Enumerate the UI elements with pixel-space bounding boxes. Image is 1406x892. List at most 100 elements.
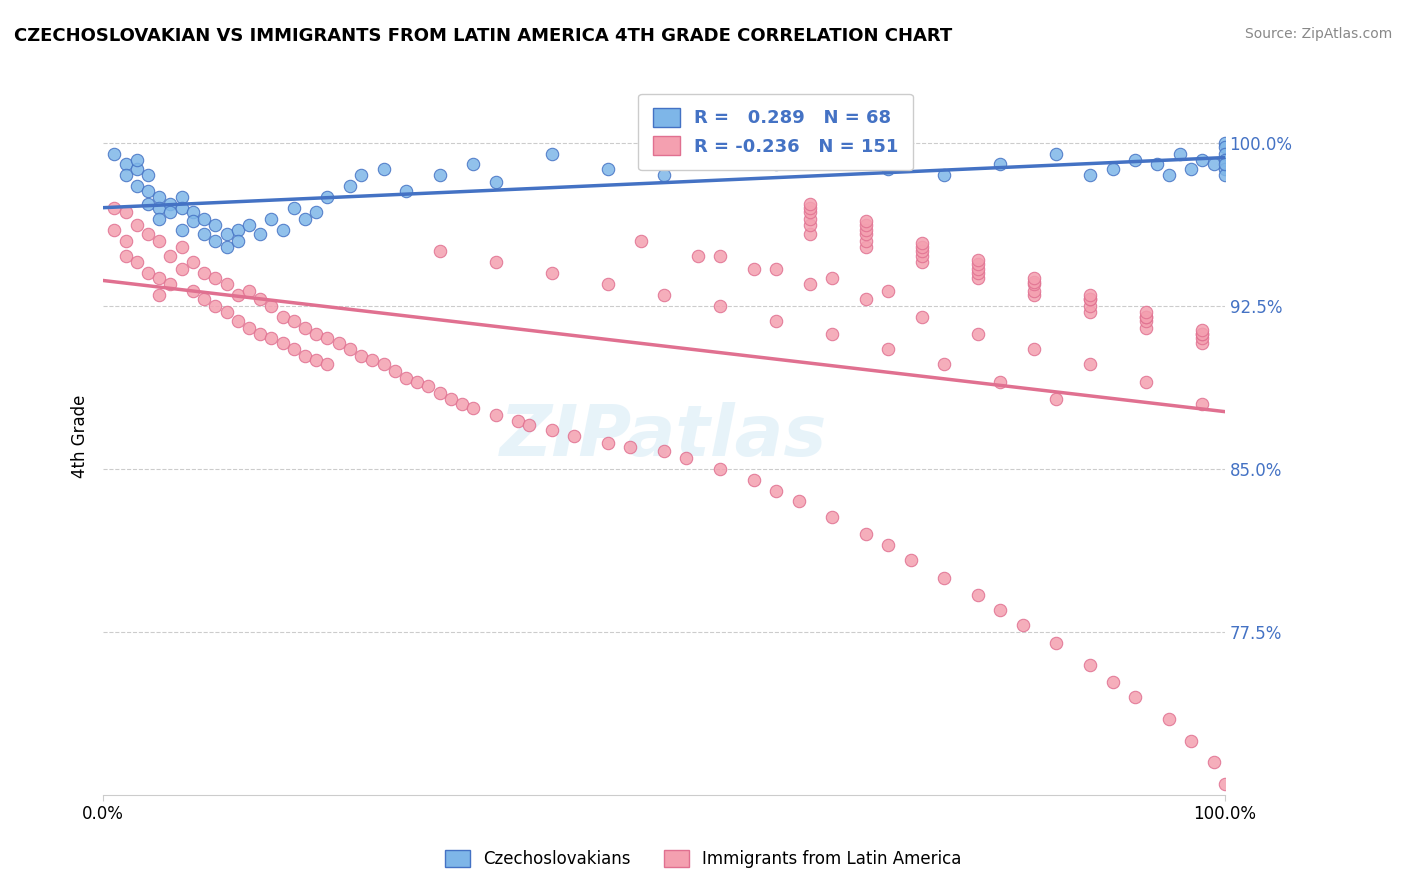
Point (159, 196, 181, 211)
Point (283, 343, 305, 357)
Point (1135, 314, 1157, 328)
Point (181, 255, 204, 269)
Point (652, 288, 675, 302)
Point (316, 358, 339, 372)
Point (1213, 169, 1236, 183)
Point (1213, 777, 1236, 791)
Point (249, 326, 271, 341)
Point (148, 190, 170, 204)
Point (1045, 392, 1067, 407)
Point (686, 249, 709, 263)
Point (181, 284, 204, 298)
Point (1135, 375, 1157, 389)
Point (1191, 335, 1213, 350)
Point (540, 266, 562, 280)
Point (204, 270, 226, 285)
Point (159, 205, 181, 219)
Point (1191, 331, 1213, 345)
Point (395, 184, 418, 198)
Point (596, 161, 619, 176)
Point (1213, 157, 1236, 171)
Point (148, 234, 170, 248)
Point (877, 538, 900, 552)
Point (652, 444, 675, 458)
Point (103, 201, 125, 215)
Point (1101, 675, 1123, 690)
Point (328, 335, 350, 350)
Point (485, 408, 508, 422)
Point (1213, 153, 1236, 167)
Point (1213, 161, 1236, 176)
Point (1202, 756, 1225, 770)
Point (136, 196, 159, 211)
Point (709, 299, 731, 313)
Point (170, 201, 193, 215)
Point (103, 222, 125, 236)
Point (1157, 169, 1180, 183)
Point (215, 305, 238, 319)
Point (305, 205, 328, 219)
Point (1078, 292, 1101, 306)
Point (967, 261, 990, 276)
Point (1011, 618, 1033, 632)
Point (249, 292, 271, 306)
Point (709, 462, 731, 476)
Point (540, 146, 562, 161)
Point (451, 397, 474, 411)
Point (260, 331, 283, 345)
Y-axis label: 4th Grade: 4th Grade (72, 394, 89, 478)
Point (204, 219, 226, 233)
Point (271, 310, 294, 324)
Point (350, 349, 373, 363)
Point (418, 379, 440, 393)
Point (316, 331, 339, 345)
Point (384, 364, 406, 378)
Point (911, 235, 934, 250)
Point (1191, 323, 1213, 337)
Point (215, 227, 238, 241)
Point (204, 299, 226, 313)
Point (204, 234, 226, 248)
Point (1022, 270, 1045, 285)
Point (373, 358, 395, 372)
Point (429, 169, 451, 183)
Point (305, 353, 328, 368)
Point (373, 161, 395, 176)
Point (1157, 712, 1180, 726)
Point (114, 157, 136, 171)
Point (294, 211, 316, 226)
Point (485, 255, 508, 269)
Point (170, 222, 193, 236)
Point (990, 157, 1012, 171)
Point (148, 288, 170, 302)
Point (339, 179, 361, 194)
Point (990, 375, 1012, 389)
Point (821, 146, 844, 161)
Point (114, 205, 136, 219)
Point (967, 257, 990, 271)
Point (125, 179, 148, 194)
Point (1135, 310, 1157, 324)
Point (1078, 169, 1101, 183)
Point (114, 169, 136, 183)
Point (855, 222, 877, 236)
Point (675, 450, 697, 465)
Point (855, 234, 877, 248)
Point (136, 169, 159, 183)
Text: CZECHOSLOVAKIAN VS IMMIGRANTS FROM LATIN AMERICA 4TH GRADE CORRELATION CHART: CZECHOSLOVAKIAN VS IMMIGRANTS FROM LATIN… (14, 27, 952, 45)
Point (294, 320, 316, 334)
Point (159, 277, 181, 291)
Point (1123, 690, 1146, 705)
Point (1123, 153, 1146, 167)
Point (271, 335, 294, 350)
Point (1078, 657, 1101, 672)
Point (1135, 310, 1157, 324)
Point (1213, 140, 1236, 154)
Point (136, 184, 159, 198)
Point (1078, 358, 1101, 372)
Point (709, 153, 731, 167)
Point (215, 277, 238, 291)
Point (193, 292, 215, 306)
Point (170, 190, 193, 204)
Point (339, 343, 361, 357)
